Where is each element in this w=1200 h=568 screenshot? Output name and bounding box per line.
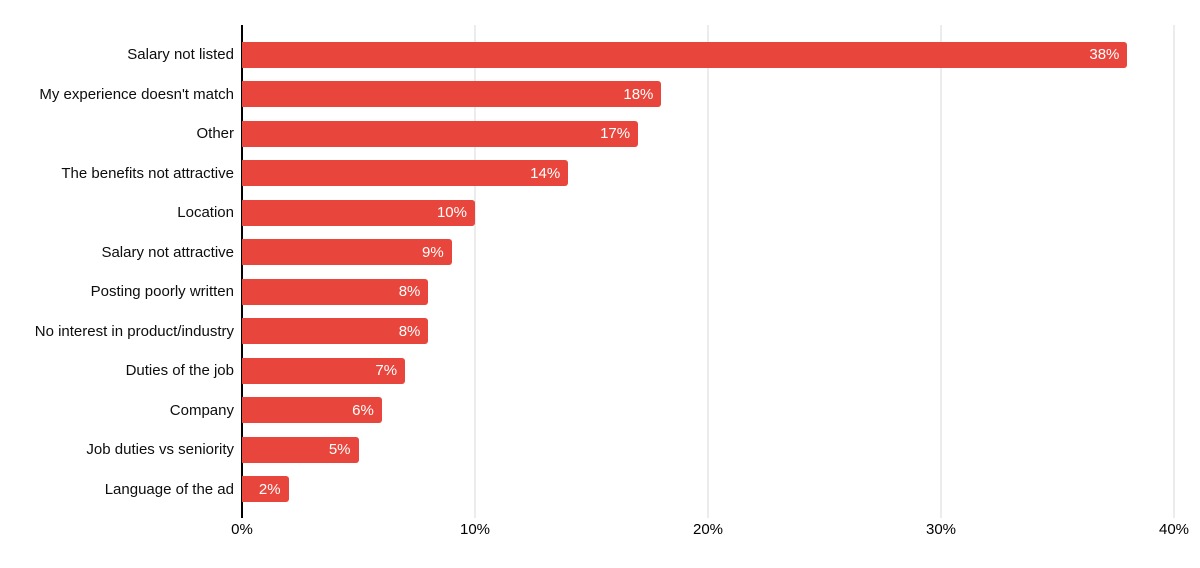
x-tick-label: 10% [459,521,491,538]
value-label: 14% [530,164,561,182]
bar: 38% [242,41,1128,68]
chart-row: My experience doesn't match 18% [0,75,1174,115]
bar: 7% [242,357,406,384]
category-label: Language of the ad [104,480,234,498]
gridline [474,25,476,518]
value-label: 2% [258,480,281,498]
value-label: 9% [422,243,444,261]
bar-track: 9% [242,239,1174,266]
value-label: 38% [1089,46,1120,64]
bar-track: 38% [242,41,1174,68]
category-label: The benefits not attractive [61,164,234,182]
category-label: My experience doesn't match [39,85,234,103]
chart-row: Posting poorly written 8% [0,272,1174,312]
gridline [1173,25,1175,518]
x-tick-label: 40% [1158,521,1190,538]
value-label: 18% [623,85,654,103]
category-label: Posting poorly written [90,283,234,301]
category-label: Company [169,401,234,419]
chart-row: Language of the ad 2% [0,470,1174,510]
y-axis-line [241,25,243,518]
x-tick-label: 0% [231,521,253,538]
bar: 10% [242,199,475,226]
bar-track: 18% [242,81,1174,108]
bar: 8% [242,318,429,345]
chart-row: The benefits not attractive 14% [0,154,1174,194]
category-label: Location [177,204,234,222]
category-label: Other [196,125,234,143]
bar: 17% [242,120,639,147]
value-label: 7% [375,362,398,380]
chart-row: Salary not attractive 9% [0,233,1174,273]
gridlines-layer [241,25,1175,518]
bar: 8% [242,278,429,305]
value-label: 8% [398,283,421,301]
value-label: 8% [398,322,421,340]
gridline [940,25,942,518]
chart-row: Other 17% [0,114,1174,154]
category-label: No interest in product/industry [34,322,234,340]
bar-track: 8% [242,318,1174,345]
x-tick-label: 20% [692,521,724,538]
rows-layer: Salary not listed 38% My experience doesn'… [0,35,1174,509]
chart-row: Job duties vs seniority 5% [0,430,1174,470]
bar-track: 7% [242,357,1174,384]
bar: 9% [242,239,452,266]
category-label: Duties of the job [125,362,234,380]
bar-track: 6% [242,397,1174,424]
chart-row: Company 6% [0,391,1174,431]
bar: 2% [242,476,289,503]
value-label: 10% [436,204,467,222]
bar-track: 14% [242,160,1174,187]
bar: 6% [242,397,382,424]
bar-track: 17% [242,120,1174,147]
bar-track: 2% [242,476,1174,503]
bar: 5% [242,436,359,463]
category-label: Salary not listed [127,46,234,64]
chart-row: Duties of the job 7% [0,351,1174,391]
category-label: Job duties vs seniority [86,441,234,459]
value-label: 17% [600,125,631,143]
value-label: 5% [328,441,351,459]
bar: 14% [242,160,569,187]
chart-row: Location 10% [0,193,1174,233]
value-label: 6% [352,401,374,419]
chart-row: No interest in product/industry 8% [0,312,1174,352]
x-axis-labels: 0% 10% 20% 30% 40% [231,521,1189,543]
x-tick-label: 30% [925,521,957,538]
bar-track: 5% [242,436,1174,463]
bar: 18% [242,81,662,108]
chart-row: Salary not listed 38% [0,35,1174,75]
gridline [707,25,709,518]
bar-track: 10% [242,199,1174,226]
category-label: Salary not attractive [101,243,234,261]
bar-track: 8% [242,278,1174,305]
